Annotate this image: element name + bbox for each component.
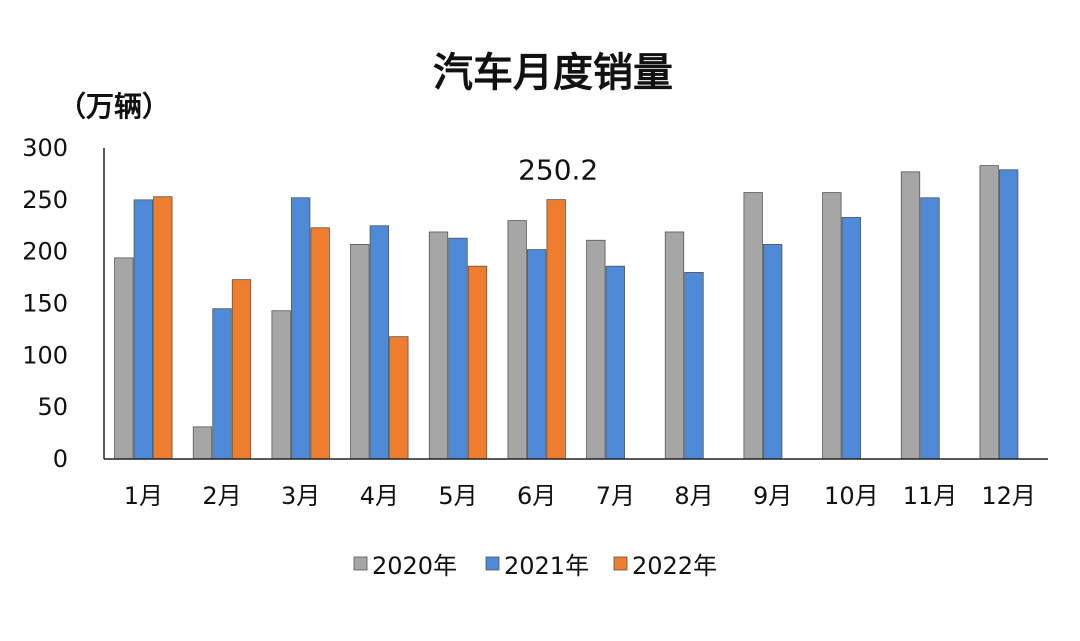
bar-2021年-8月 xyxy=(684,271,704,460)
x-axis: 1月 2月 3月 4月 5月 6月 7月 8月 9月 10月 11月 12月 xyxy=(104,458,1048,510)
legend-label: 2022年 xyxy=(632,552,717,580)
y-tick-label: 50 xyxy=(37,393,68,421)
bar-2022年-5月 xyxy=(467,265,488,460)
bar-2022年-6月 xyxy=(546,199,566,460)
bar-2021年-1月 xyxy=(133,199,153,460)
bar-2020年-5月 xyxy=(428,231,449,460)
bar-2021年-5月 xyxy=(448,237,468,460)
legend-swatch xyxy=(613,556,628,571)
x-tick-label: 8月 xyxy=(674,482,713,510)
bar-2021年-7月 xyxy=(605,265,625,460)
bar-2020年-1月 xyxy=(114,257,134,460)
legend: 2020年 2021年 2022年 xyxy=(353,552,717,580)
bar-2021年-10月 xyxy=(841,217,861,460)
bar-2020年-7月 xyxy=(586,239,606,460)
bar-2020年-8月 xyxy=(664,231,685,460)
legend-label: 2020年 xyxy=(372,552,457,580)
x-tick-label: 1月 xyxy=(124,482,163,510)
x-tick-label: 11月 xyxy=(903,482,958,510)
bar-2022年-2月 xyxy=(231,279,252,460)
x-tick-label: 5月 xyxy=(438,482,477,510)
x-tick-label: 4月 xyxy=(360,482,399,510)
bar-2022年-4月 xyxy=(389,336,409,460)
bar-2021年-12月 xyxy=(999,169,1019,460)
bar-2020年-9月 xyxy=(743,192,763,460)
x-tick-label: 12月 xyxy=(981,482,1036,510)
legend-swatch xyxy=(485,556,500,571)
bar-2020年-12月 xyxy=(979,165,999,460)
bars xyxy=(114,165,1019,460)
x-tick-label: 3月 xyxy=(281,482,320,510)
bar-2021年-9月 xyxy=(763,244,783,460)
bar-2020年-3月 xyxy=(271,310,291,460)
bar-2020年-2月 xyxy=(192,426,213,460)
bar-2021年-11月 xyxy=(920,197,940,460)
bar-2020年-4月 xyxy=(350,244,370,460)
y-tick-label: 200 xyxy=(22,238,68,266)
y-tick-label: 150 xyxy=(22,290,68,318)
unit-label: （万辆） xyxy=(58,90,170,123)
data-label: 250.2 xyxy=(518,154,598,187)
bar-2021年-2月 xyxy=(212,308,232,460)
y-axis: 0 50 100 150 200 250 300 xyxy=(22,134,105,473)
x-tick-label: 10月 xyxy=(824,482,879,510)
bar-2020年-10月 xyxy=(822,192,842,460)
legend-label: 2021年 xyxy=(504,552,589,580)
y-tick-label: 300 xyxy=(22,134,68,162)
bar-2021年-6月 xyxy=(527,249,547,460)
chart-title: 汽车月度销量 xyxy=(433,50,673,96)
bar-2020年-11月 xyxy=(900,171,921,460)
bar-2022年-1月 xyxy=(153,196,173,460)
bar-2021年-4月 xyxy=(369,225,389,460)
x-tick-label: 2月 xyxy=(202,482,241,510)
y-tick-label: 100 xyxy=(22,341,68,369)
x-tick-label: 7月 xyxy=(596,482,635,510)
bar-2021年-3月 xyxy=(291,197,311,460)
x-tick-label: 6月 xyxy=(517,482,556,510)
bar-2020年-6月 xyxy=(507,220,527,460)
x-tick-label: 9月 xyxy=(753,482,792,510)
y-tick-label: 250 xyxy=(22,186,68,214)
y-tick-label: 0 xyxy=(53,445,68,473)
annotations: 250.2 xyxy=(518,154,598,187)
bar-2022年-3月 xyxy=(310,227,330,460)
legend-swatch xyxy=(353,556,368,571)
